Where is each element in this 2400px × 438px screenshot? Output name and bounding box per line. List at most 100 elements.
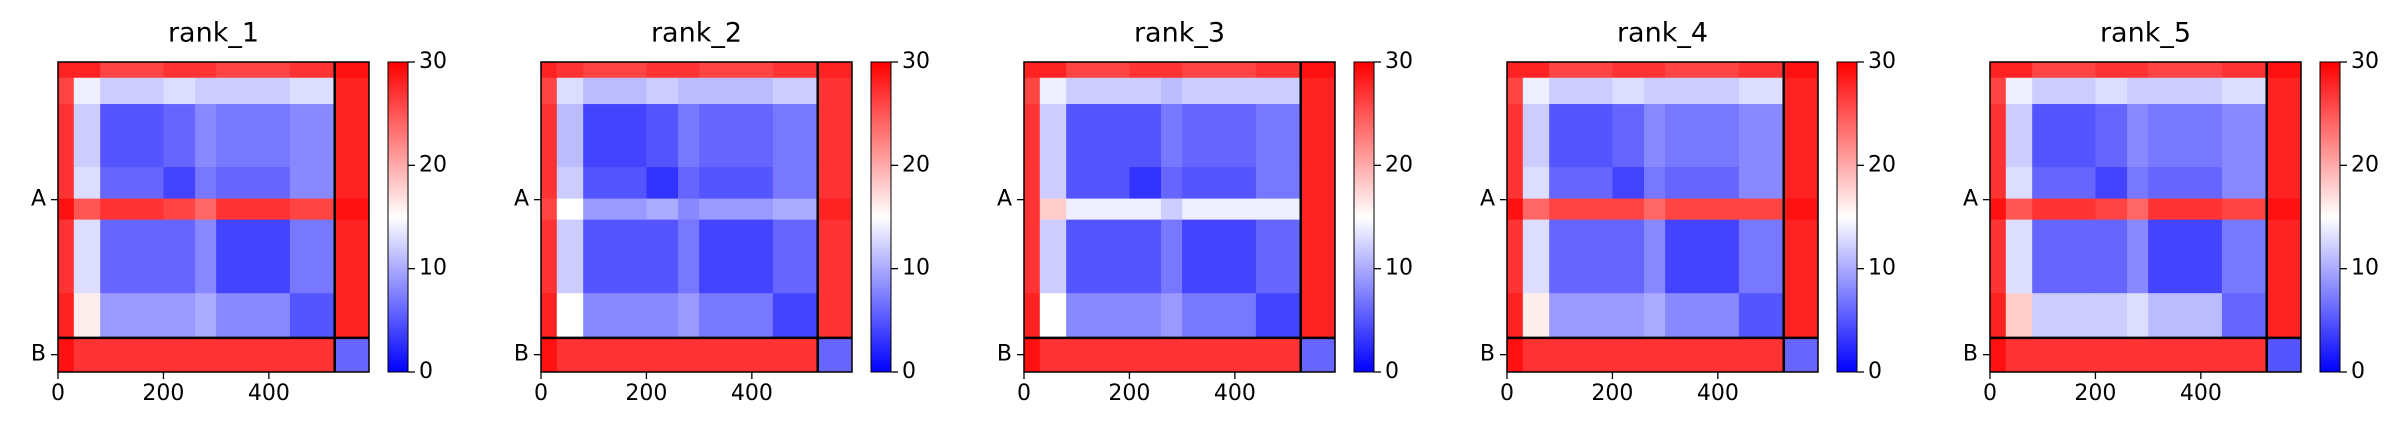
x-tick-label: 200 (142, 381, 184, 406)
colorbar-tick-label: 30 (1385, 49, 1413, 74)
colorbar-tick-label: 10 (902, 256, 930, 281)
heatmap-cell (2221, 77, 2268, 105)
heatmap-cell (1129, 293, 1162, 339)
heatmap-cell (1990, 198, 2007, 221)
heatmap-cell (2005, 337, 2033, 373)
heatmap-cell (100, 198, 164, 221)
heatmap-cell (817, 104, 853, 168)
heatmap-cell (73, 62, 101, 79)
heatmap-cell (1612, 104, 1645, 168)
heatmap-cell (2127, 77, 2149, 105)
panel-title: rank_2 (651, 18, 742, 49)
heatmap-cell (1522, 219, 1550, 294)
y-tick-label: A (514, 187, 529, 212)
heatmap-cell (2221, 167, 2268, 200)
heatmap-cell (1066, 62, 1130, 79)
heatmap-cell (541, 62, 558, 79)
heatmap-cell (772, 198, 819, 221)
heatmap-cell (817, 337, 853, 373)
heatmap-cell (289, 293, 336, 339)
heatmap-cell (2127, 219, 2149, 294)
heatmap-cell (334, 219, 370, 294)
heatmap-cell (2032, 77, 2096, 105)
heatmap-cell (1644, 219, 1666, 294)
heatmap-cell (1039, 167, 1067, 200)
heatmap-cell (583, 198, 647, 221)
heatmap-cell (583, 293, 647, 339)
heatmap-cell (216, 62, 291, 79)
colorbar-tick-label: 0 (419, 359, 433, 384)
heatmap-cell (2032, 104, 2096, 168)
heatmap-cell (1738, 337, 1785, 373)
heatmap-cell (646, 62, 679, 79)
heatmap-cell (1549, 337, 1613, 373)
heatmap-cell (1612, 167, 1645, 200)
heatmap-cell (1066, 104, 1130, 168)
heatmap-cell (2032, 198, 2096, 221)
heatmap-cell (1612, 219, 1645, 294)
colorbar-tick-label: 10 (419, 256, 447, 281)
heatmap-cell (556, 167, 584, 200)
heatmap-cell (1300, 62, 1336, 79)
heatmap-cell (1522, 77, 1550, 105)
heatmap-cell (289, 77, 336, 105)
heatmap-cell (772, 219, 819, 294)
heatmap-cell (2095, 293, 2128, 339)
heatmap-cell (58, 77, 75, 105)
heatmap-cell (2148, 293, 2223, 339)
heatmap-cell (216, 198, 291, 221)
heatmap-cell (556, 77, 584, 105)
heatmap-cell (1255, 62, 1302, 79)
colorbar-tick-label: 20 (419, 152, 447, 177)
heatmap-cell (1665, 293, 1740, 339)
heatmap-cell (58, 337, 75, 373)
heatmap-cell (1612, 198, 1645, 221)
heatmap-cell (1549, 104, 1613, 168)
x-tick-label: 0 (1983, 381, 1997, 406)
colorbar (2319, 61, 2341, 373)
heatmap-cell (1665, 104, 1740, 168)
heatmap-cell (1783, 167, 1819, 200)
heatmap-cell (2148, 198, 2223, 221)
heatmap-cell (1665, 219, 1740, 294)
heatmap-cell (2032, 62, 2096, 79)
heatmap-cell (195, 167, 217, 200)
heatmap-cell (2095, 104, 2128, 168)
heatmap-cell (2266, 167, 2302, 200)
heatmap-cell (1300, 77, 1336, 105)
heatmap-cell (817, 219, 853, 294)
heatmap-cell (2266, 77, 2302, 105)
heatmap-cell (699, 167, 774, 200)
heatmap-cell (100, 104, 164, 168)
heatmap-cell (1665, 62, 1740, 79)
heatmap-cell (2266, 198, 2302, 221)
heatmap-cell (2266, 62, 2302, 79)
colorbar-tick-label: 0 (1385, 359, 1399, 384)
heatmap-cell (289, 104, 336, 168)
heatmap-cell (1161, 337, 1183, 373)
heatmap-cell (1300, 167, 1336, 200)
heatmap-cell (163, 293, 196, 339)
heatmap-cell (678, 167, 700, 200)
heatmap-cell (699, 219, 774, 294)
heatmap-cell (2221, 198, 2268, 221)
colorbar-tick-label: 20 (2351, 152, 2379, 177)
heatmap-cell (289, 337, 336, 373)
heatmap-cell (58, 62, 75, 79)
heatmap-cell (1644, 62, 1666, 79)
heatmap-cell (1990, 167, 2007, 200)
heatmap-cell (1783, 219, 1819, 294)
heatmap-cell (1129, 77, 1162, 105)
heatmap-cell (1549, 167, 1613, 200)
heatmap-cell (2005, 293, 2033, 339)
y-tick-label: A (1480, 187, 1495, 212)
heatmap-cell (1612, 77, 1645, 105)
heatmap-cell (334, 293, 370, 339)
heatmap-cell (163, 104, 196, 168)
heatmap-cell (289, 167, 336, 200)
colorbar-tick-label: 20 (1385, 152, 1413, 177)
heatmap-cell (1507, 77, 1524, 105)
x-tick-label: 0 (51, 381, 65, 406)
colorbar-tick-label: 10 (2351, 256, 2379, 281)
heatmap-cell (1300, 293, 1336, 339)
